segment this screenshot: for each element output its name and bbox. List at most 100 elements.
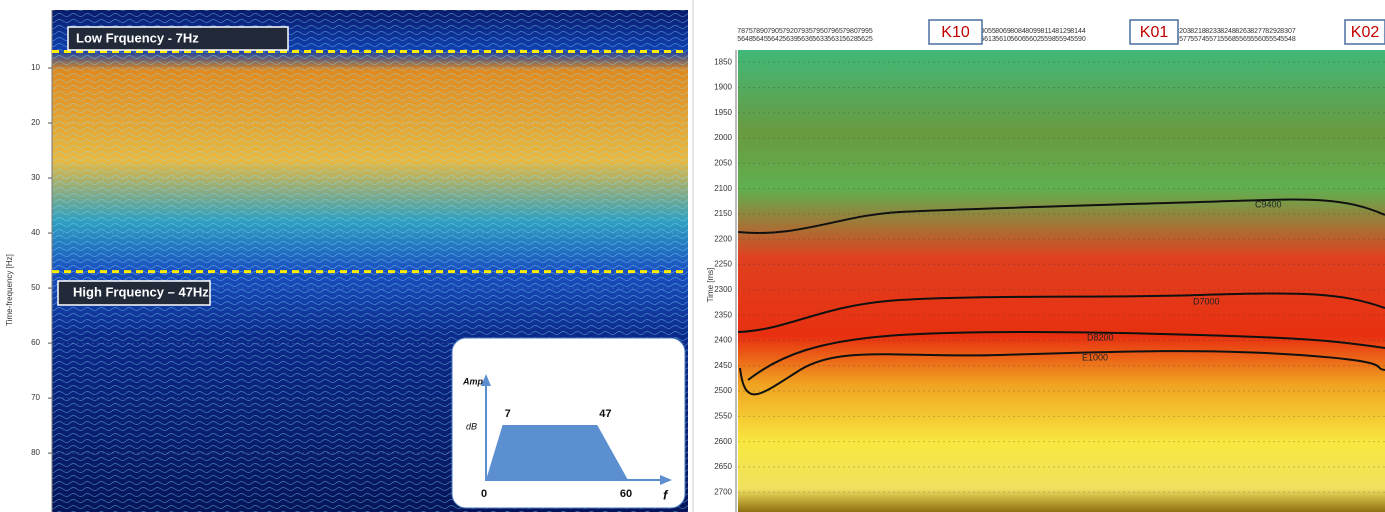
horizon-label: D8200 [1087,332,1114,342]
y-tick-label: 2550 [714,411,732,420]
trace-header: 8307 [1280,28,1296,35]
trace-header: 5645 [752,36,768,43]
trace-header: 5613 [980,36,996,43]
trace-header: 5574 [1190,36,1206,43]
trace-header: 7905 [767,28,783,35]
y-tick-label: 2400 [714,336,732,345]
trace-header: 7980 [842,28,858,35]
y-tick-label: 1850 [714,57,732,66]
trace-header: 5598 [1040,36,1056,43]
y-tick-label: 2500 [714,386,732,395]
inset-value: 7 [505,408,511,420]
well-label: K01 [1140,24,1169,41]
trace-header: 5639 [782,36,798,43]
horizon [737,198,1385,234]
y-tick-label: 2350 [714,310,732,319]
y-tick-label: 2650 [714,462,732,471]
trace-header: 8099 [1025,28,1041,35]
trace-header: 8218 [1190,28,1206,35]
inset-value: 47 [599,408,611,420]
label-box [67,26,289,51]
right-y-label: Time [ms] [706,268,715,303]
trace-header: 5548 [1280,36,1296,43]
trace-header: 7920 [782,28,798,35]
y-tick-label: 60 [31,338,40,347]
inset-value: 0 [481,488,487,500]
trace-header: 5560 [1250,36,1266,43]
trace-header: 5631 [827,36,843,43]
y-tick-label: 2200 [714,234,732,243]
left-y-label: Time-frequency [Hz] [5,254,14,326]
trace-header: 5577 [1175,36,1191,43]
trace-header: 7875 [737,28,753,35]
trace-header: 5610 [995,36,1011,43]
inset-x-label: f [663,487,669,502]
y-tick-label: 2050 [714,158,732,167]
inset-value: 60 [620,488,632,500]
horizon [747,330,1385,381]
trace-header: 7890 [752,28,768,35]
inset-unit: dB [466,421,477,431]
trace-header: 5628 [842,36,858,43]
horizon-label: E1000 [1082,352,1108,362]
trace-header: 8129 [1055,28,1071,35]
inset-y-label: Amp [462,376,484,386]
trace-header: 8114 [1040,28,1055,35]
trace-header: 8277 [1250,28,1266,35]
seismic-image [738,50,1385,512]
horizon [739,350,1385,396]
trace-header: 5636 [797,36,813,43]
trace-header: 7950 [812,28,828,35]
y-tick-label: 70 [31,393,40,402]
inset-axes [485,380,664,481]
y-tick-label: 2600 [714,437,732,446]
y-tick-label: 50 [31,283,40,292]
y-tick-label: 2000 [714,133,732,142]
trace-header: 8055 [980,28,996,35]
trace-header: 7965 [827,28,843,35]
trace-header: 7935 [797,28,813,35]
filter-shape [486,425,628,480]
horizon-label: D7000 [1193,296,1220,306]
trace-header: 8084 [1010,28,1026,35]
trace-header: 8144 [1070,28,1086,35]
y-tick-label: 2100 [714,184,732,193]
label-box [57,280,211,306]
trace-header: 8233 [1205,28,1221,35]
trace-header: 8248 [1220,28,1236,35]
y-tick-label: 2150 [714,209,732,218]
well-label: K02 [1351,24,1380,41]
trace-header: 5625 [857,36,873,43]
trace-header: 8263 [1235,28,1251,35]
y-tick-label: 1900 [714,83,732,92]
trace-header: 7995 [857,28,873,35]
trace-header: 5554 [1265,36,1281,43]
trace-header: 8069 [995,28,1011,35]
well-box [1129,19,1179,45]
y-tick-label: 80 [31,448,40,457]
trace-header: 8203 [1175,28,1191,35]
low-label: Low Frquency - 7Hz [76,30,199,45]
y-tick-label: 2700 [714,487,732,496]
y-tick-label: 2300 [714,285,732,294]
horizon-label: C9400 [1255,199,1282,209]
trace-header: 5633 [812,36,828,43]
trace-header: 5565 [1235,36,1251,43]
trace-header: 5594 [1055,36,1071,43]
y-tick-label: 20 [31,118,40,127]
high-label: High Frquency – 47Hz [73,284,209,299]
trace-header: 5571 [1205,36,1221,43]
trace-header: 5568 [1220,36,1236,43]
y-tick-label: 1950 [714,108,732,117]
y-tick-label: 2450 [714,361,732,370]
well-label: K10 [941,24,970,41]
well-box [928,19,983,45]
y-tick-label: 10 [31,63,40,72]
horizon [737,292,1385,333]
y-tick-label: 2250 [714,260,732,269]
trace-header: 8292 [1265,28,1281,35]
y-tick-label: 40 [31,228,40,237]
well-box [1344,19,1385,45]
trace-header: 5590 [1070,36,1086,43]
